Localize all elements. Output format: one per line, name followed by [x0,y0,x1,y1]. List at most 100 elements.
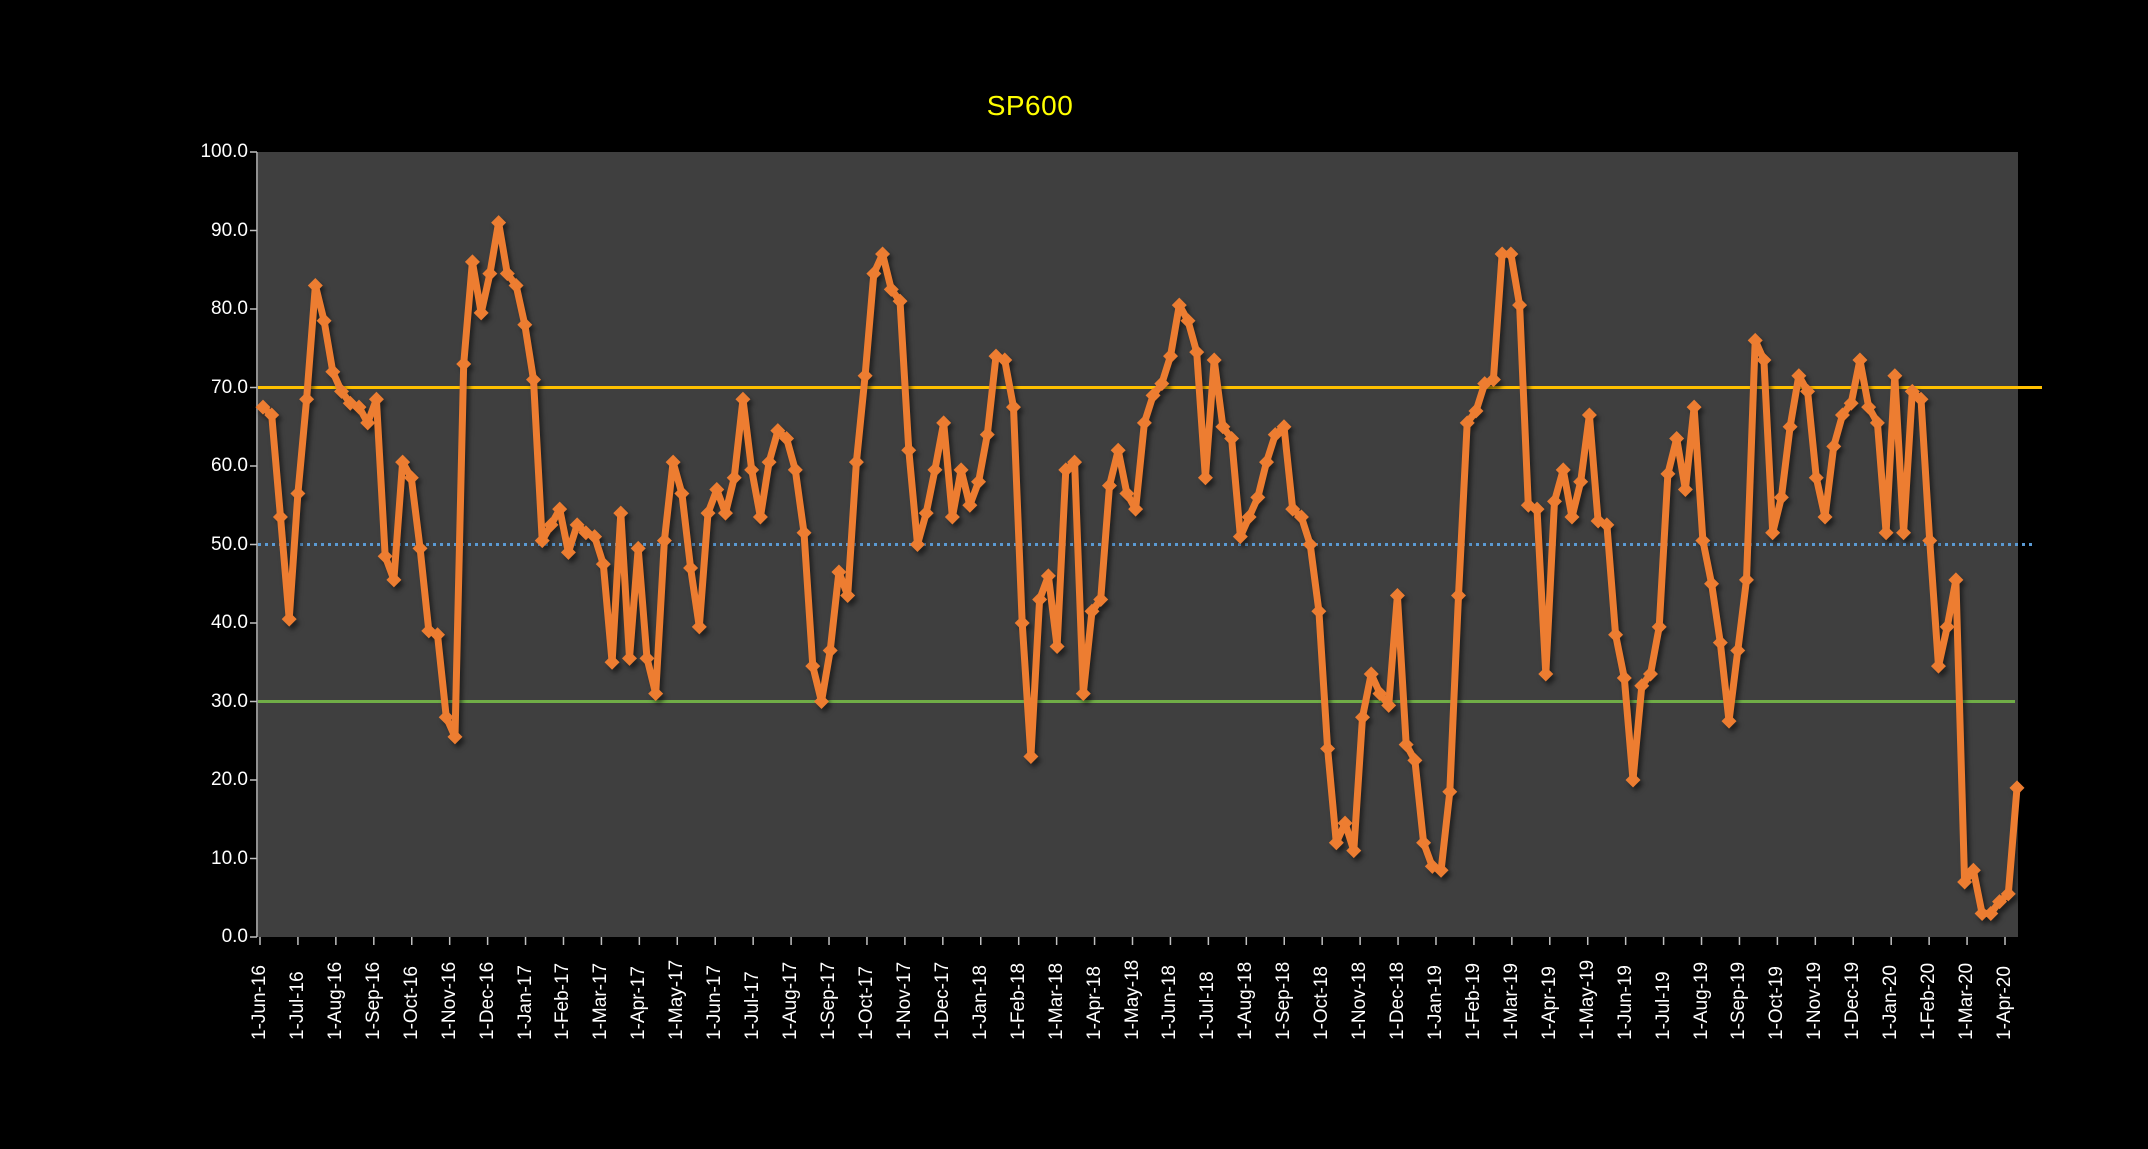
data-point-marker [1311,603,1327,619]
data-point-marker [813,694,829,709]
data-point-marker [1503,246,1519,262]
data-point-marker [892,293,908,309]
data-point-marker [316,313,332,329]
data-point-marker [962,497,978,513]
x-axis-label: 1-Jun-19 [1614,965,1636,1040]
data-point-marker [752,509,768,525]
data-point-marker [761,454,777,470]
data-point-marker [1581,407,1597,423]
data-point-marker [674,485,690,501]
data-point-marker [1704,576,1720,592]
data-point-marker [1608,627,1624,643]
data-point-marker [1058,462,1074,478]
data-point-marker [595,556,611,572]
data-point-marker [1459,415,1475,431]
data-point-marker [1328,835,1344,851]
data-point-marker [552,501,568,517]
x-axis-label: 1-Mar-17 [590,962,612,1040]
data-point-marker [1852,352,1868,368]
y-axis-label: 70.0 [211,376,248,398]
data-point-marker [360,415,376,431]
x-axis-label: 1-Nov-18 [1349,961,1371,1040]
data-point-marker [1206,352,1222,368]
data-point-marker [840,588,856,604]
data-point-marker [857,368,873,384]
chart-title: SP600 [986,90,1074,121]
data-point-marker [526,372,542,388]
x-axis-label: 1-Sep-18 [1273,961,1295,1040]
x-axis-label: 1-Nov-16 [438,961,460,1040]
y-axis-label: 20.0 [211,769,248,790]
x-axis-label: 1-May-17 [666,959,688,1040]
data-point-marker [831,564,847,580]
x-axis-label: 1-Nov-19 [1804,961,1826,1040]
data-point-marker [1765,525,1781,541]
data-point-marker [1712,635,1728,651]
data-point-marker [1337,815,1353,831]
data-point-marker [866,266,882,282]
x-axis-label: 1-Aug-19 [1690,961,1712,1040]
data-point-marker [1965,862,1981,878]
data-point-marker [1930,658,1946,674]
data-point-marker [1738,572,1754,588]
data-point-marker [1695,533,1711,549]
x-axis-label: 1-Jun-17 [704,965,726,1040]
data-point-marker [351,399,367,415]
x-axis-label: 1-Jan-20 [1880,965,1902,1040]
series-line [259,219,2021,917]
data-point-marker [1302,537,1318,552]
data-point-marker [709,482,725,498]
x-axis-label: 1-Oct-19 [1766,966,1788,1040]
data-point-marker [1040,568,1056,584]
data-point-marker [971,474,987,490]
data-point-marker [927,462,943,478]
data-point-marker [1529,501,1545,517]
data-point-marker [1032,591,1048,607]
data-point-marker [1773,489,1789,505]
data-point-marker [1049,639,1065,655]
data-point-marker [1154,376,1170,392]
data-point-marker [473,305,489,321]
data-point-marker [255,399,271,415]
y-axis-label: 30.0 [211,690,248,712]
data-point-marker [499,266,515,282]
data-point-marker [1267,427,1283,443]
x-axis-label: 1-Dec-18 [1387,961,1409,1040]
data-point-marker [438,709,454,725]
data-point-marker [683,560,699,576]
x-axis-label: 1-Feb-18 [1007,962,1029,1040]
data-point-marker [1259,454,1275,470]
x-axis-label: 1-Jan-18 [969,965,991,1040]
data-point-marker [1355,709,1371,725]
data-point-marker [1939,619,1955,635]
data-point-marker [1922,533,1938,549]
data-point-marker [1800,383,1816,399]
data-point-marker [1398,737,1414,753]
data-point-marker [717,505,733,521]
x-axis-label: 1-Apr-18 [1083,966,1105,1040]
data-point-marker [395,454,411,470]
data-point-marker [656,533,672,549]
x-axis-label: 1-Feb-20 [1918,962,1940,1040]
y-axis-label: 90.0 [211,219,248,241]
x-axis-label: 1-Aug-17 [780,961,802,1040]
data-point-marker [1451,588,1467,604]
data-point-marker [1494,246,1510,262]
x-axis-label: 1-Jul-19 [1652,971,1674,1040]
data-point-marker [787,462,803,478]
data-point-marker [1197,470,1213,486]
data-point-marker [822,642,838,658]
data-point-marker [691,619,707,635]
x-axis-label: 1-Oct-17 [855,966,877,1040]
data-point-marker [272,509,288,525]
data-point-marker [613,505,629,521]
data-point-marker [1110,442,1126,458]
x-axis-label: 1-Dec-17 [931,961,953,1040]
series-markers [255,215,2025,921]
data-point-marker [909,537,925,552]
data-point-marker [1293,509,1309,525]
data-point-marker [1276,419,1292,435]
data-point-marker [543,517,559,533]
data-point-marker [1372,686,1388,702]
